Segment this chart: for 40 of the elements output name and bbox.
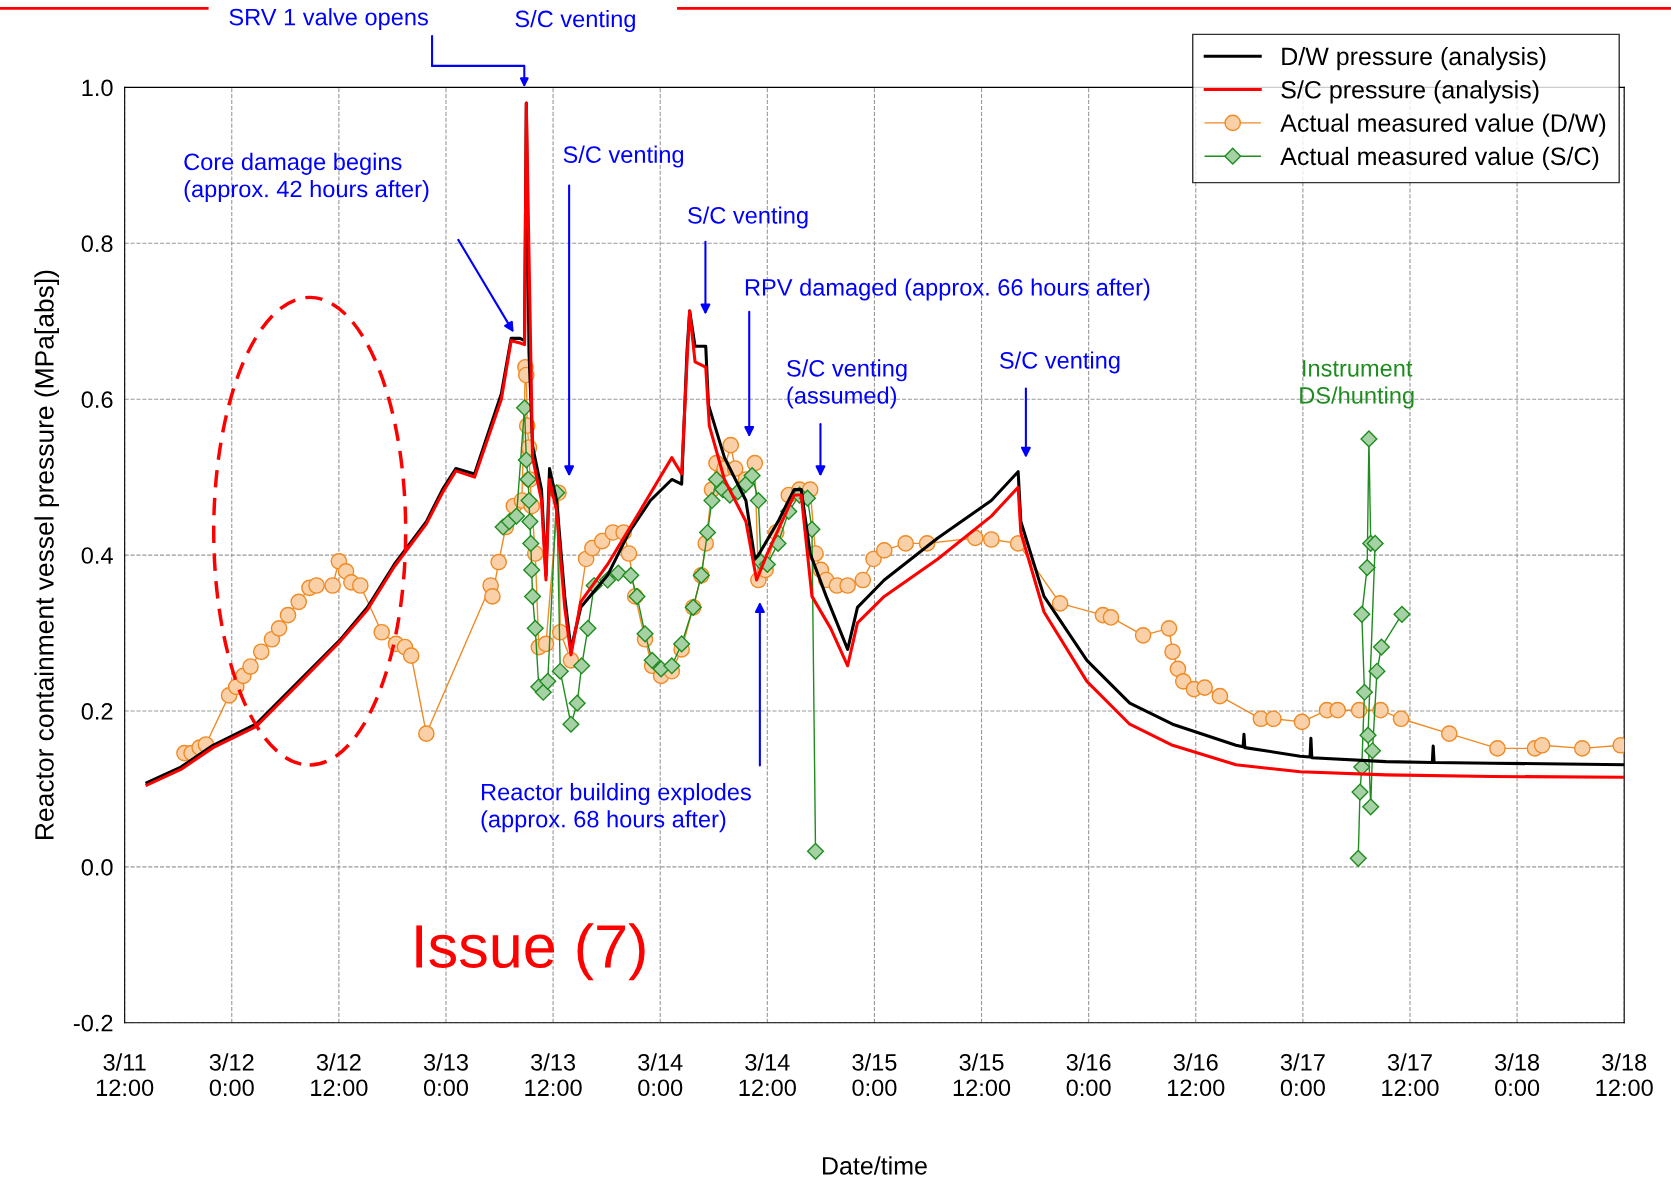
x-tick-label: 3/15 12:00 [953,1053,1011,1097]
x-tick-label: 3/14 0:00 [638,1053,683,1097]
legend-label: Actual measured value (D/W) [1280,113,1606,137]
legend-label: D/W pressure (analysis) [1282,46,1546,71]
x-tick-label: 3/18 0:00 [1495,1053,1540,1097]
x-tick-label: 3/13 0:00 [423,1053,469,1097]
annotation: S/C venting [999,351,1120,374]
annotation: RPV damaged (approx. 66 hours after) [745,278,1150,301]
annotation: Reactor building explodes (approx. 68 hours after) [481,783,751,833]
text: S/C venting [515,9,635,32]
x-tick-label: 3/12 12:00 [311,1053,368,1097]
x-tick-label: 3/11 12:00 [96,1053,154,1097]
annotation: S/C venting [688,206,808,229]
annotation: S/C venting [787,359,907,382]
annotation: Core damage begins (approx. 42 hours after) [184,152,429,203]
x-tick-label: 3/13 12:00 [525,1053,582,1097]
annotation: Instrument DS/hunting [1300,360,1414,409]
annotation: Issue (7) [416,923,645,981]
y-tick-label: 0.2 [81,703,113,720]
x-tick-label: 3/16 12:00 [1168,1053,1225,1097]
y-tick-label: 0.6 [81,391,113,408]
text: (assumed) [787,386,897,409]
x-axis-title: Date/time [823,1156,927,1175]
x-tick-label: 3/16 0:00 [1066,1053,1111,1097]
legend-label: Actual measured value (S/C) [1280,146,1599,171]
x-tick-label: 3/15 0:00 [852,1053,897,1097]
x-tick-label: 3/17 12:00 [1382,1053,1439,1097]
annotation: S/C venting [563,145,684,168]
y-tick-label: 0.0 [81,858,113,876]
x-tick-label: 3/18 12:00 [1596,1053,1653,1097]
y-tick-label: -0.2 [73,1014,113,1032]
x-tick-label: 3/12 0:00 [209,1053,254,1097]
x-tick-label: 3/17 0:00 [1280,1053,1325,1097]
x-tick-label: 3/14 12:00 [739,1053,796,1097]
legend-label: S/C pressure (analysis) [1281,80,1539,104]
y-tick-label: 0.8 [81,235,113,253]
y-axis-title: Reactor containment vessel pressure (MPa[abs]) [34,270,59,839]
y-tick-label: 0.4 [81,547,113,564]
text: SRV 1 valve opens [229,8,428,31]
y-tick-label: 1.0 [82,79,113,97]
